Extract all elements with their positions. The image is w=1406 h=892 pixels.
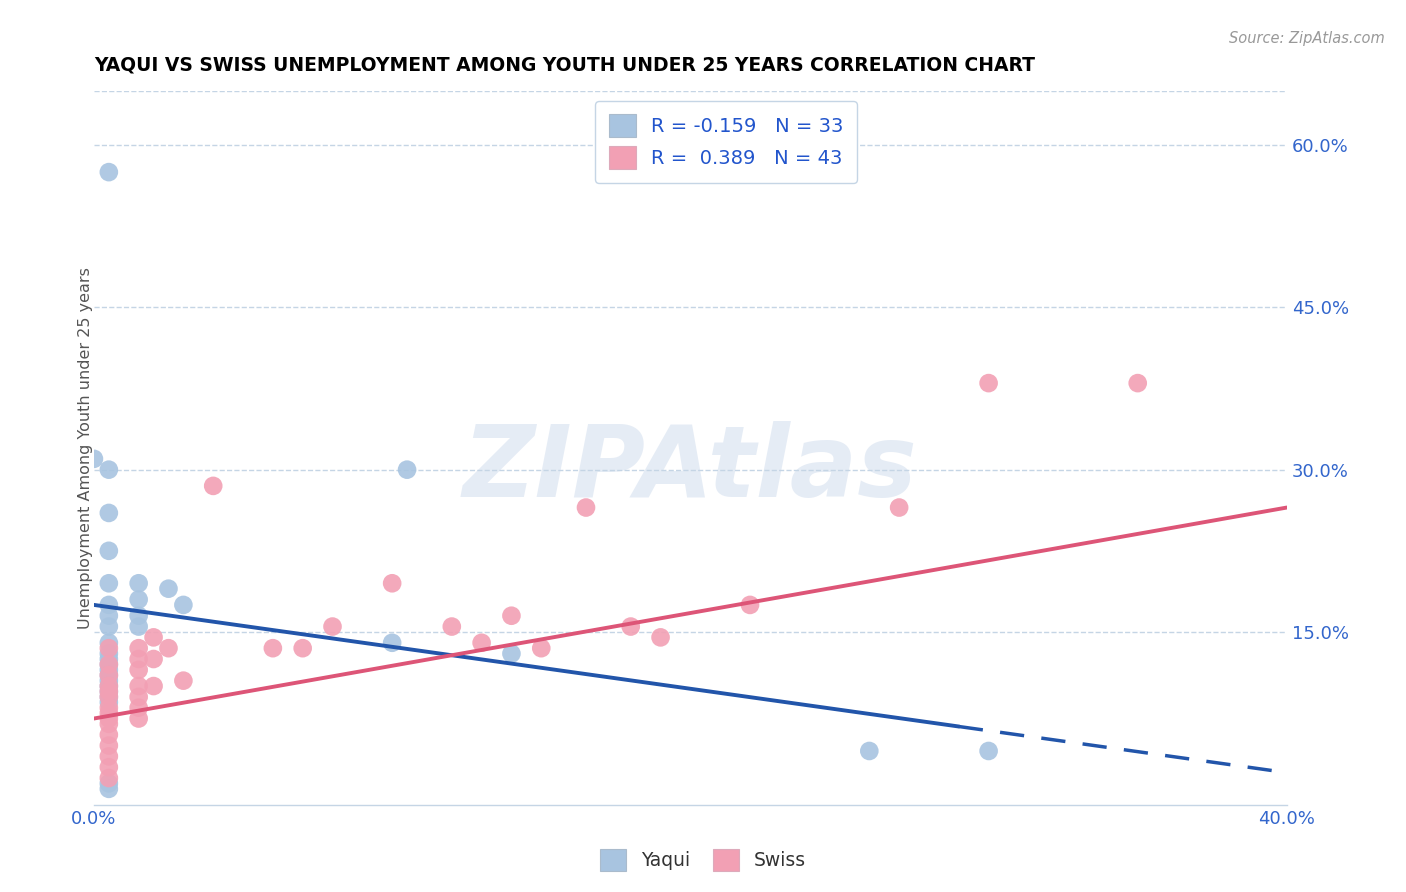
Legend: Yaqui, Swiss: Yaqui, Swiss xyxy=(592,841,814,878)
Point xyxy=(97,608,120,623)
Point xyxy=(128,592,150,607)
Point xyxy=(128,663,150,677)
Point xyxy=(97,717,120,731)
Point xyxy=(97,576,120,591)
Point xyxy=(142,679,165,693)
Point xyxy=(97,760,120,774)
Point xyxy=(291,641,314,656)
Point xyxy=(501,608,523,623)
Point xyxy=(650,631,672,645)
Point xyxy=(128,700,150,714)
Point xyxy=(128,652,150,666)
Point xyxy=(97,712,120,726)
Point xyxy=(97,673,120,688)
Point xyxy=(157,582,180,596)
Point xyxy=(1126,376,1149,390)
Point xyxy=(97,706,120,720)
Point xyxy=(530,641,553,656)
Point xyxy=(97,619,120,633)
Point xyxy=(83,451,105,466)
Point xyxy=(172,673,194,688)
Point xyxy=(97,544,120,558)
Point xyxy=(321,619,343,633)
Point xyxy=(128,576,150,591)
Point xyxy=(97,165,120,179)
Point xyxy=(97,690,120,704)
Point xyxy=(97,679,120,693)
Point xyxy=(97,657,120,672)
Text: Source: ZipAtlas.com: Source: ZipAtlas.com xyxy=(1229,31,1385,46)
Point xyxy=(858,744,880,758)
Point xyxy=(97,506,120,520)
Point xyxy=(262,641,284,656)
Point xyxy=(97,690,120,704)
Point xyxy=(97,776,120,790)
Point xyxy=(128,690,150,704)
Point xyxy=(97,684,120,698)
Point xyxy=(97,700,120,714)
Y-axis label: Unemployment Among Youth under 25 years: Unemployment Among Youth under 25 years xyxy=(79,267,93,629)
Point xyxy=(97,663,120,677)
Point xyxy=(128,712,150,726)
Point xyxy=(97,657,120,672)
Point xyxy=(396,463,419,477)
Point xyxy=(128,679,150,693)
Point xyxy=(97,781,120,796)
Point xyxy=(157,641,180,656)
Point xyxy=(172,598,194,612)
Point xyxy=(142,631,165,645)
Point xyxy=(128,619,150,633)
Point xyxy=(97,679,120,693)
Text: YAQUI VS SWISS UNEMPLOYMENT AMONG YOUTH UNDER 25 YEARS CORRELATION CHART: YAQUI VS SWISS UNEMPLOYMENT AMONG YOUTH … xyxy=(94,55,1035,74)
Point xyxy=(97,684,120,698)
Point xyxy=(620,619,643,633)
Point xyxy=(977,376,1000,390)
Point xyxy=(97,739,120,753)
Point xyxy=(575,500,598,515)
Point xyxy=(97,636,120,650)
Point xyxy=(97,647,120,661)
Point xyxy=(501,647,523,661)
Text: ZIPAtlas: ZIPAtlas xyxy=(463,421,918,518)
Point xyxy=(381,636,404,650)
Point xyxy=(97,598,120,612)
Point xyxy=(202,479,225,493)
Point xyxy=(97,641,120,656)
Point xyxy=(97,771,120,785)
Point xyxy=(97,668,120,682)
Point xyxy=(97,728,120,742)
Point xyxy=(977,744,1000,758)
Point xyxy=(97,652,120,666)
Point xyxy=(128,608,150,623)
Point xyxy=(128,641,150,656)
Point xyxy=(381,576,404,591)
Point xyxy=(97,695,120,709)
Point xyxy=(97,749,120,764)
Legend: R = -0.159   N = 33, R =  0.389   N = 43: R = -0.159 N = 33, R = 0.389 N = 43 xyxy=(595,101,858,183)
Point xyxy=(471,636,494,650)
Point xyxy=(440,619,463,633)
Point xyxy=(142,652,165,666)
Point xyxy=(889,500,911,515)
Point xyxy=(97,668,120,682)
Point xyxy=(97,463,120,477)
Point xyxy=(738,598,761,612)
